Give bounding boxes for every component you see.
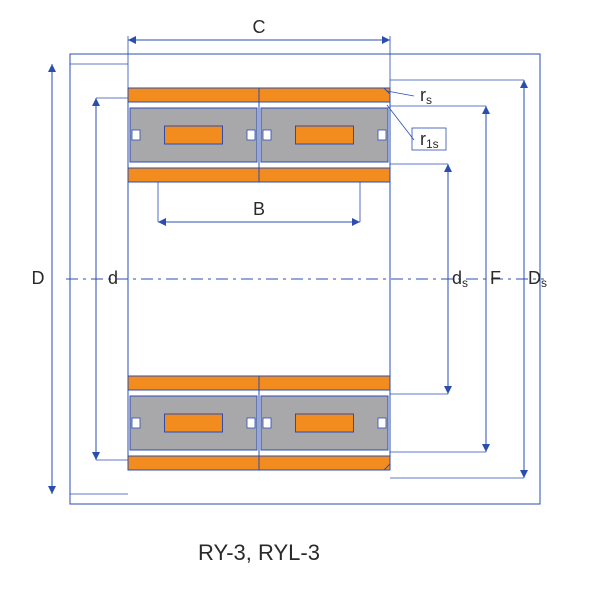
svg-text:Ds: Ds [528,268,547,290]
svg-text:ds: ds [452,268,468,290]
svg-text:D: D [32,268,45,288]
svg-text:r1s: r1s [420,129,439,151]
svg-text:d: d [108,268,118,288]
svg-text:F: F [490,268,501,288]
caption: RY-3, RYL-3 [198,540,320,565]
svg-text:rs: rs [420,85,432,107]
svg-text:B: B [253,199,265,219]
svg-text:C: C [253,17,266,37]
